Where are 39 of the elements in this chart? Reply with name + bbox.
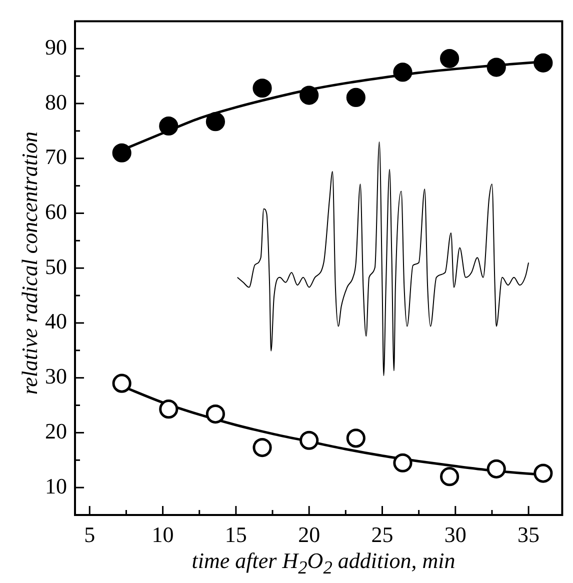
point (534, 464, 553, 483)
y-tick-label: 80 (45, 89, 67, 114)
x-axis-title: time after H$_{2}$O$_{2}$ addition, min (190, 548, 456, 578)
point (534, 53, 553, 72)
x-tick-label: 5 (84, 522, 96, 547)
y-tick-label: 20 (45, 418, 67, 444)
y-tick-label: 10 (45, 473, 67, 498)
y-tick-label: 70 (45, 144, 67, 170)
point (252, 438, 272, 458)
point (300, 86, 319, 105)
point (206, 404, 226, 424)
point (486, 58, 506, 77)
point (393, 62, 412, 82)
y-tick-label: 90 (45, 34, 67, 60)
point (112, 143, 132, 162)
point (159, 400, 178, 419)
y-tick-label: 40 (45, 308, 67, 334)
y-tick-label: 50 (45, 254, 67, 279)
point (206, 112, 226, 132)
point (112, 374, 132, 393)
x-tick-label: 35 (518, 522, 540, 547)
y-axis-title: relative radical concentration (17, 131, 43, 395)
line-series (236, 141, 530, 376)
point (393, 453, 412, 472)
point (159, 116, 178, 136)
point (440, 48, 460, 68)
point (252, 78, 272, 98)
point (300, 430, 319, 450)
y-tick-label: 60 (45, 199, 67, 224)
x-tick-label: 25 (371, 522, 394, 547)
point (346, 88, 366, 108)
point (346, 428, 366, 448)
x-tick-label: 30 (444, 522, 466, 547)
point (440, 467, 460, 486)
point (486, 459, 506, 478)
x-tick-label: 10 (152, 522, 174, 547)
x-tick-label: 15 (224, 522, 247, 547)
x-tick-label: 20 (298, 522, 320, 547)
y-tick-label: 30 (45, 364, 67, 389)
